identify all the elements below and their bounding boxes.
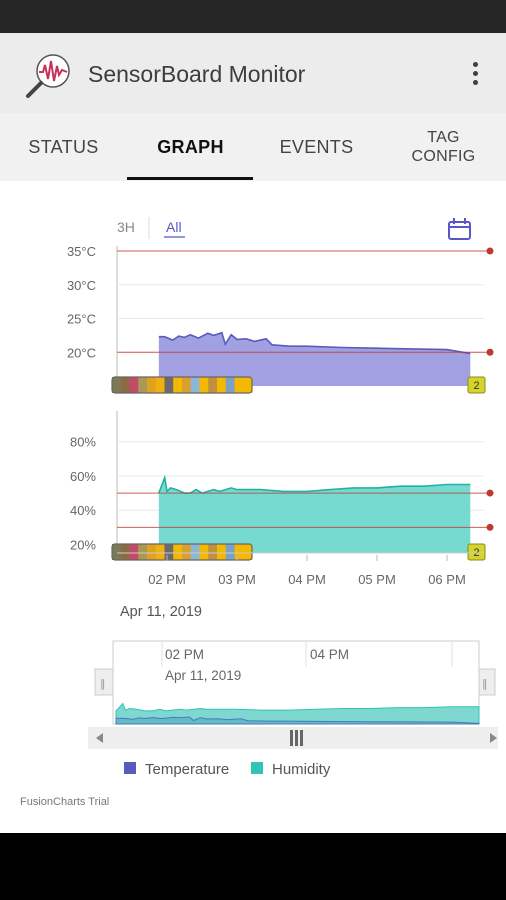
tab-status[interactable]: STATUS	[28, 136, 99, 157]
event-strip[interactable]	[111, 543, 253, 561]
navigator-temperature-area	[115, 716, 480, 725]
y-tick-label: 80%	[70, 435, 96, 450]
navigator-tick: 02 PM	[165, 647, 204, 662]
event-marker[interactable]	[138, 377, 148, 393]
range-button-all[interactable]: All	[166, 219, 182, 235]
chart-canvas: 3H All 35°C 30°C 25°C 20°C 2 80% 60% 40% 20% 2 0…	[20, 217, 498, 808]
watermark: FusionCharts Trial	[20, 796, 109, 808]
navigator[interactable]: ‖ ‖ 02 PM 04 PM Apr 11, 2019	[94, 640, 496, 725]
event-marker[interactable]	[147, 544, 157, 560]
temperature-line	[158, 331, 471, 355]
legend-swatch-humidity[interactable]	[251, 762, 263, 774]
event-marker[interactable]	[225, 377, 235, 393]
legend-swatch-temperature[interactable]	[124, 762, 136, 774]
date-label: Apr 11, 2019	[120, 604, 202, 620]
threshold-marker[interactable]	[486, 489, 494, 497]
calendar-icon[interactable]	[448, 218, 471, 240]
humidity-line	[158, 474, 471, 494]
event-marker[interactable]	[164, 544, 174, 560]
y-tick-label: 30°C	[67, 278, 96, 293]
y-tick-label: 35°C	[67, 244, 96, 259]
navigator-right-handle[interactable]	[478, 668, 496, 696]
humidity-area[interactable]	[158, 477, 471, 553]
x-tick-label: 05 PM	[358, 572, 396, 587]
event-marker[interactable]	[164, 377, 174, 393]
event-marker[interactable]	[173, 544, 183, 560]
threshold-marker[interactable]	[486, 247, 494, 255]
legend-label-humidity[interactable]: Humidity	[272, 761, 331, 778]
event-badge[interactable]	[467, 376, 486, 394]
event-marker[interactable]	[138, 544, 148, 560]
event-marker[interactable]	[199, 544, 209, 560]
tab-bar: STATUS GRAPH EVENTS TAG CONFIG	[0, 113, 506, 181]
event-badge-count: 2	[473, 380, 479, 392]
y-tick-label: 40%	[70, 503, 96, 518]
event-marker[interactable]	[155, 544, 165, 560]
event-marker[interactable]	[243, 544, 253, 560]
event-marker[interactable]	[112, 377, 122, 393]
app-bar: SensorBoard Monitor	[0, 33, 506, 113]
event-marker[interactable]	[217, 377, 227, 393]
event-marker[interactable]	[182, 377, 192, 393]
app-title: SensorBoard Monitor	[88, 61, 306, 87]
legend: Temperature Humidity	[124, 761, 331, 778]
event-marker[interactable]	[217, 544, 227, 560]
event-marker[interactable]	[243, 377, 253, 393]
event-marker[interactable]	[199, 377, 209, 393]
temperature-area[interactable]	[158, 332, 471, 386]
tab-tag-config[interactable]: TAG CONFIG	[411, 129, 476, 165]
event-strip[interactable]	[111, 376, 253, 394]
navigator-scrollbar[interactable]	[88, 727, 498, 749]
graph-content: 3H All 35°C 30°C 25°C 20°C 2 80% 60% 40% 20% 2 0…	[0, 181, 506, 833]
tab-indicator	[127, 177, 253, 180]
y-tick-label: 20°C	[67, 345, 96, 360]
threshold-marker[interactable]	[486, 348, 494, 356]
event-marker[interactable]	[190, 377, 200, 393]
scroll-right-icon[interactable]	[490, 733, 497, 743]
y-tick-label: 20%	[70, 537, 96, 552]
event-marker[interactable]	[112, 544, 122, 560]
svg-text:‖: ‖	[100, 677, 106, 690]
legend-label-temperature[interactable]: Temperature	[145, 761, 229, 778]
event-marker[interactable]	[190, 544, 200, 560]
event-marker[interactable]	[147, 377, 157, 393]
time-axis: 02 PM 03 PM 04 PM 05 PM 06 PM	[117, 552, 484, 587]
event-marker[interactable]	[129, 377, 139, 393]
overflow-menu-icon[interactable]	[462, 57, 490, 91]
tab-events[interactable]: EVENTS	[279, 136, 354, 157]
navigator-left-handle[interactable]	[94, 668, 114, 696]
x-tick-label: 04 PM	[288, 572, 326, 587]
event-marker[interactable]	[208, 377, 218, 393]
event-marker[interactable]	[120, 377, 130, 393]
navigator-date: Apr 11, 2019	[165, 668, 241, 683]
navigation-bar-area	[0, 833, 506, 900]
event-marker[interactable]	[129, 544, 139, 560]
event-badge[interactable]	[467, 543, 486, 561]
x-tick-label: 06 PM	[428, 572, 466, 587]
tab-graph[interactable]: GRAPH	[157, 136, 224, 157]
y-tick-label: 60%	[70, 469, 96, 484]
status-bar	[0, 0, 506, 33]
event-marker[interactable]	[182, 544, 192, 560]
event-marker[interactable]	[208, 544, 218, 560]
x-tick-label: 03 PM	[218, 572, 256, 587]
event-marker[interactable]	[234, 377, 244, 393]
event-marker[interactable]	[225, 544, 235, 560]
y-tick-label: 25°C	[67, 312, 96, 327]
event-marker[interactable]	[120, 544, 130, 560]
x-tick-label: 02 PM	[148, 572, 186, 587]
threshold-marker[interactable]	[486, 523, 494, 531]
range-button-3h[interactable]: 3H	[117, 219, 135, 235]
scroll-left-icon[interactable]	[96, 733, 103, 743]
svg-text:‖: ‖	[482, 677, 488, 690]
magnifier-wave-icon	[26, 54, 70, 98]
humidity-chart: 80%60%40%20%2	[70, 411, 494, 561]
navigator-tick: 04 PM	[310, 647, 349, 662]
event-marker[interactable]	[173, 377, 183, 393]
event-marker[interactable]	[155, 377, 165, 393]
temperature-chart: 35°C 30°C 25°C 20°C 2	[67, 244, 494, 394]
event-marker[interactable]	[234, 544, 244, 560]
